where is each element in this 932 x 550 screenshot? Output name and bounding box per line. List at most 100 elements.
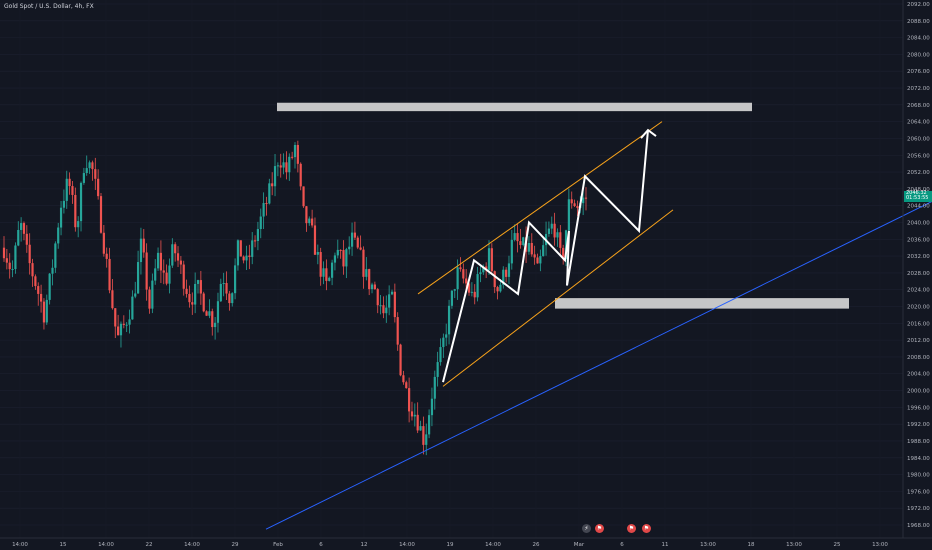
price-tick-label: 2064.00: [907, 120, 930, 126]
candle-down: [584, 197, 588, 199]
candle-up: [433, 376, 436, 399]
candle-up: [231, 293, 234, 304]
candle-up: [134, 293, 137, 297]
projected-price-path: [442, 129, 649, 383]
candle-down: [359, 247, 362, 250]
earnings-flag-icon[interactable]: ⚑: [595, 524, 604, 533]
time-tick-label: 19: [447, 542, 454, 548]
candle-up: [11, 269, 14, 271]
candle-up: [139, 238, 143, 263]
candle-up: [54, 243, 57, 268]
candle-up: [370, 284, 374, 290]
candle-down: [319, 252, 322, 277]
candle-down: [37, 286, 40, 294]
candle-up: [436, 362, 439, 377]
candle-down: [459, 267, 462, 270]
candle-up: [288, 156, 291, 173]
dividend-icon[interactable]: ⚡: [582, 524, 591, 533]
candle-down: [416, 414, 419, 431]
time-tick-label: 13:00: [872, 542, 888, 548]
candle-up: [502, 269, 505, 285]
candle-up: [510, 239, 513, 264]
candle-down: [465, 278, 468, 284]
candlestick-series: [2, 140, 588, 456]
candle-up: [439, 347, 442, 363]
candle-up: [564, 230, 568, 259]
price-tick-label: 1984.00: [907, 456, 930, 462]
earnings-flag-icon[interactable]: ⚑: [642, 524, 651, 533]
time-tick-label: 14:00: [12, 542, 28, 548]
candle-up: [336, 249, 339, 256]
candle-up: [425, 434, 428, 445]
candle-down: [467, 283, 471, 293]
candle-down: [373, 284, 376, 290]
price-tick-label: 2052.00: [907, 170, 930, 176]
candle-down: [285, 162, 288, 173]
candle-down: [536, 257, 539, 264]
time-tick-label: 6: [319, 542, 323, 548]
candle-down: [313, 225, 317, 255]
price-tick-label: 2056.00: [907, 153, 930, 159]
candle-down: [182, 264, 185, 289]
candle-down: [191, 302, 194, 305]
candle-up: [168, 265, 171, 284]
candle-down: [68, 178, 71, 187]
candle-down: [408, 388, 411, 412]
price-tick-label: 2012.00: [907, 338, 930, 344]
candle-up: [379, 305, 382, 307]
candle-down: [305, 206, 308, 224]
candle-down: [94, 169, 97, 179]
candle-up: [259, 216, 262, 230]
candle-up: [430, 398, 434, 416]
candle-up: [328, 277, 331, 281]
candle-down: [368, 269, 371, 290]
candle-down: [496, 287, 499, 292]
price-tick-label: 2032.00: [907, 254, 930, 260]
candle-up: [119, 323, 123, 336]
candle-down: [576, 206, 579, 208]
price-tick-label: 1992.00: [907, 422, 930, 428]
time-tick-label: 14:00: [485, 542, 501, 548]
candle-down: [142, 238, 145, 253]
candle-down: [108, 258, 111, 291]
candle-up: [45, 299, 48, 323]
candle-up: [419, 426, 422, 431]
candle-up: [151, 280, 154, 309]
candle-down: [396, 317, 399, 345]
candle-down: [91, 162, 94, 170]
candle-down: [399, 344, 402, 376]
price-tick-label: 2080.00: [907, 52, 930, 58]
candle-down: [519, 241, 522, 246]
candle-up: [245, 255, 248, 261]
candle-up: [476, 274, 479, 298]
candle-up: [390, 291, 394, 295]
candle-down: [253, 240, 257, 242]
candle-down: [570, 199, 573, 204]
candle-up: [48, 273, 51, 300]
candle-down: [105, 253, 108, 259]
price-tick-label: 1968.00: [907, 523, 930, 529]
candle-down: [205, 311, 208, 316]
candle-up: [499, 284, 502, 292]
price-tick-label: 2004.00: [907, 372, 930, 378]
candle-up: [214, 322, 217, 328]
price-tick-label: 2068.00: [907, 103, 930, 109]
candle-up: [582, 197, 585, 204]
candle-down: [199, 280, 202, 294]
candle-up: [154, 268, 157, 281]
price-tick-label: 2088.00: [907, 19, 930, 25]
candle-up: [456, 267, 459, 290]
candle-up: [293, 144, 297, 158]
time-tick-label: 26: [533, 542, 540, 548]
candle-down: [25, 233, 28, 245]
candle-up: [542, 245, 545, 257]
candle-down: [225, 283, 228, 294]
candle-up: [82, 173, 85, 183]
drawing-annotations: [265, 102, 932, 530]
candle-down: [122, 323, 125, 325]
candle-up: [77, 221, 80, 228]
candle-up: [330, 262, 334, 278]
candle-up: [85, 168, 88, 174]
earnings-flag-icon[interactable]: ⚑: [627, 524, 636, 533]
